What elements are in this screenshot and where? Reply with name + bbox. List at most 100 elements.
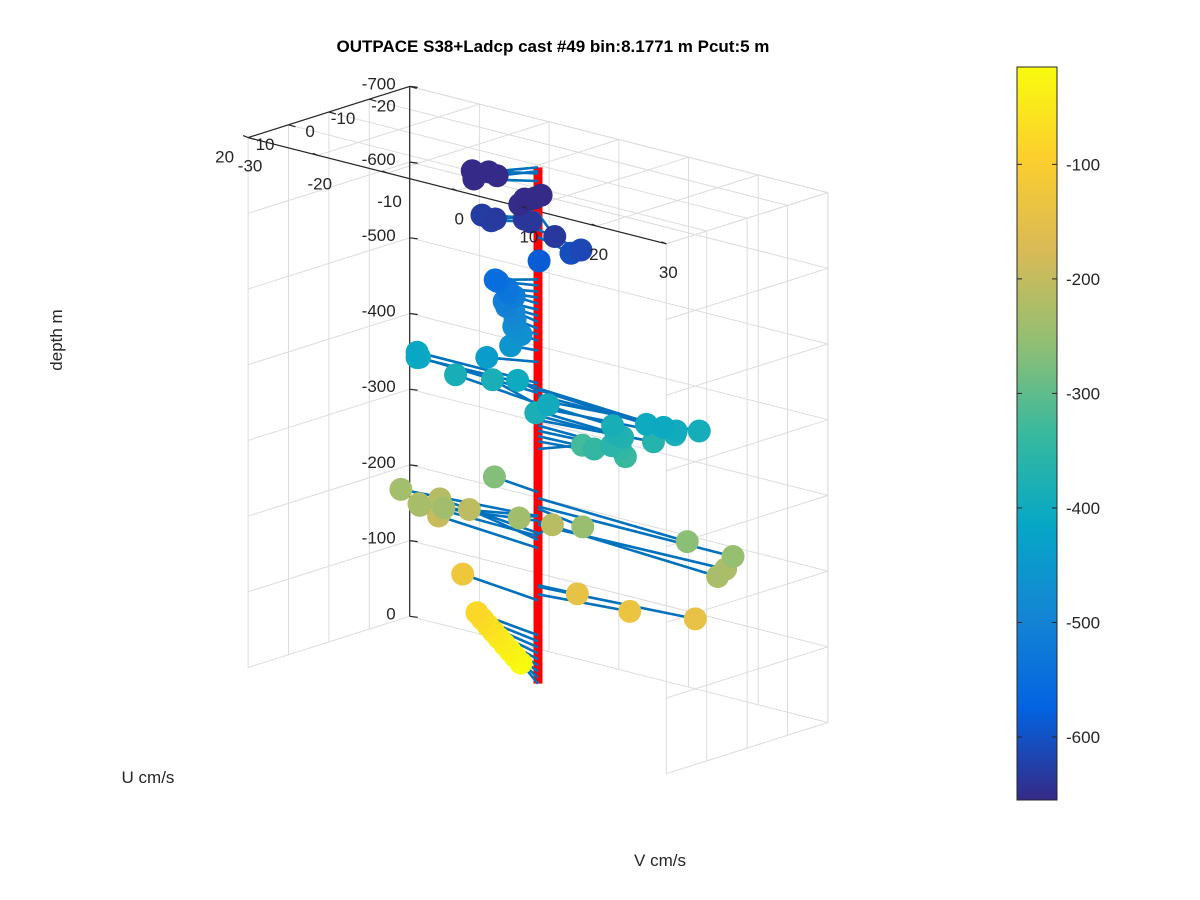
z-tick-mark (409, 161, 418, 164)
y-tick-mark (369, 98, 377, 102)
grid-line (409, 237, 829, 345)
data-point (527, 249, 551, 273)
colorbar-tick-label: -400 (1066, 499, 1100, 518)
grid-line (247, 388, 410, 441)
z-tick-label: 0 (386, 604, 395, 623)
data-point (634, 412, 658, 436)
grid-line (247, 464, 410, 517)
z-axis-label: depth m (47, 309, 66, 370)
z-tick-label: -200 (362, 453, 396, 472)
data-point (475, 345, 499, 369)
z-tick-mark (409, 540, 418, 543)
data-point (481, 368, 505, 392)
z-tick-label: -100 (362, 529, 396, 548)
x-tick-label: -10 (377, 192, 402, 211)
colorbar-tick-label: -200 (1066, 270, 1100, 289)
grid-line (666, 192, 829, 245)
y-tick-mark (288, 124, 296, 128)
grid-layer (247, 85, 829, 775)
colorbar-tick-label: -500 (1066, 613, 1100, 632)
z-tick-mark (409, 464, 418, 467)
y-tick-label: 0 (305, 122, 314, 141)
y-tick-label: 10 (256, 135, 275, 154)
y-tick-mark (328, 111, 337, 115)
colorbar (1016, 66, 1058, 801)
x-tick-mark (661, 241, 667, 245)
velocity-stick (537, 388, 647, 426)
grid-line (666, 267, 829, 320)
chart-title: OUTPACE S38+Ladcp cast #49 bin:8.1771 m … (337, 37, 770, 56)
data-point (618, 599, 642, 623)
x-tick-mark (521, 205, 528, 209)
y-tick-label: 20 (215, 148, 234, 167)
data-point (601, 414, 625, 438)
z-tick-label: -300 (362, 377, 396, 396)
data-point (519, 210, 543, 234)
colorbar-ticks: -100 -200 -300 -400 -500 -600 (1017, 155, 1100, 747)
velocity-stick (537, 496, 688, 543)
data-point (451, 562, 475, 586)
z-tick-mark (409, 312, 418, 316)
data-point (706, 565, 730, 589)
data-point (571, 515, 595, 539)
data-point (465, 601, 489, 625)
x-axis-label: V cm/s (634, 851, 686, 870)
z-tick-label: -600 (362, 150, 396, 169)
velocity-stick (537, 585, 696, 621)
grid-line (666, 343, 829, 396)
tick-layer: 0-100-200-300-400-500-600-700-20-1001020… (215, 74, 678, 623)
data-point (477, 160, 501, 184)
z-tick-mark (409, 237, 418, 240)
velocity-stick (537, 505, 734, 558)
data-point (444, 363, 468, 387)
data-point (651, 415, 675, 439)
velocity-stick (438, 514, 539, 550)
x-tick-label: 30 (659, 263, 678, 282)
grid-line (247, 540, 410, 593)
data-point (405, 340, 429, 364)
y-axis-label: U cm/s (122, 768, 175, 787)
x-tick-mark (382, 170, 388, 174)
colorbar-tick-label: -100 (1066, 155, 1100, 174)
data-point (460, 159, 484, 183)
data-point (483, 207, 507, 231)
data-point (483, 268, 507, 292)
grid-line (328, 111, 748, 219)
x-tick-label: -30 (238, 157, 263, 176)
grid-line (666, 722, 829, 775)
data-point (408, 493, 432, 517)
data-point (540, 513, 564, 537)
data-point (506, 368, 530, 392)
axes-box (247, 85, 667, 617)
z-tick-label: -400 (362, 302, 396, 321)
x-tick-label: -20 (308, 174, 333, 193)
x-tick-mark (591, 223, 597, 227)
x-tick-label: 20 (589, 245, 608, 264)
data-point (683, 607, 707, 631)
x-tick-mark (242, 135, 249, 139)
data-point (529, 183, 553, 207)
grid-line (247, 313, 410, 366)
velocity-stick (537, 520, 719, 578)
grid-line (369, 98, 788, 206)
z-tick-mark (409, 615, 418, 618)
grid-line (247, 615, 410, 668)
x-tick-mark (451, 188, 458, 192)
grid-line (247, 237, 410, 290)
data-point (482, 465, 506, 489)
z-tick-mark (409, 388, 418, 391)
data-point (389, 477, 413, 501)
grid-line (409, 615, 829, 723)
data-point (565, 582, 589, 606)
point-layer (389, 159, 745, 675)
data-point (675, 530, 699, 554)
y-tick-label: -10 (331, 109, 356, 128)
grid-line (409, 464, 829, 572)
grid-line (666, 419, 829, 472)
x-tick-label: 10 (519, 227, 538, 246)
data-point (721, 545, 745, 568)
x-tick-mark (312, 152, 319, 156)
z-tick-label: -500 (362, 226, 396, 245)
y-tick-mark (409, 85, 417, 89)
